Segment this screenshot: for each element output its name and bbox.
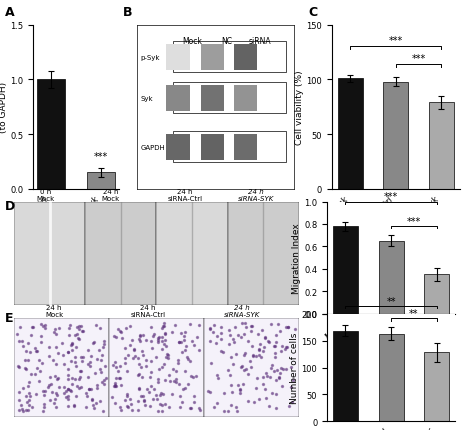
Point: [413, 310, 421, 317]
FancyBboxPatch shape: [234, 135, 257, 160]
Text: NC: NC: [221, 37, 232, 46]
Text: Mock: Mock: [182, 37, 202, 46]
Bar: [424, 275, 449, 314]
Point: [285, 46, 293, 52]
Point: [291, 212, 298, 219]
Text: E: E: [5, 312, 13, 325]
Bar: [156, 202, 228, 305]
Point: [194, 212, 201, 219]
Point: [380, 38, 388, 45]
Point: [222, 291, 230, 298]
FancyBboxPatch shape: [201, 45, 224, 71]
Point: [470, 71, 474, 78]
Point: [413, 132, 420, 138]
Text: 24 h
siRNA-SYK: 24 h siRNA-SYK: [238, 188, 274, 201]
Point: [419, 166, 427, 172]
FancyBboxPatch shape: [166, 86, 190, 111]
Y-axis label: Migration Index: Migration Index: [292, 223, 301, 293]
Text: **: **: [386, 296, 396, 306]
Point: [348, 151, 356, 158]
Point: [300, 173, 307, 180]
Text: 24 h
Mock: 24 h Mock: [102, 188, 120, 201]
Bar: [383, 83, 408, 189]
FancyBboxPatch shape: [166, 135, 190, 160]
Point: [261, 298, 269, 305]
Point: [423, 276, 430, 283]
Text: ***: ***: [389, 36, 403, 46]
FancyBboxPatch shape: [234, 45, 257, 71]
FancyBboxPatch shape: [201, 135, 224, 160]
Text: GAPDH: GAPDH: [141, 144, 165, 150]
Point: [195, 135, 202, 142]
Bar: [379, 241, 403, 314]
Text: ***: ***: [94, 152, 108, 162]
Bar: [87, 173, 115, 189]
Point: [194, 303, 201, 310]
Text: 0 h
Mock: 0 h Mock: [36, 188, 55, 201]
Point: [210, 252, 218, 258]
Text: 24 h
Mock: 24 h Mock: [45, 304, 63, 317]
Point: [436, 124, 444, 131]
Point: [288, 255, 296, 262]
Point: [230, 306, 238, 313]
Text: 24 h
siRNA-Ctrl: 24 h siRNA-Ctrl: [167, 188, 202, 201]
Point: [274, 83, 282, 90]
Text: D: D: [5, 200, 15, 213]
Point: [257, 171, 265, 178]
Bar: [337, 79, 363, 189]
Text: ***: ***: [411, 54, 426, 64]
FancyBboxPatch shape: [201, 86, 224, 111]
Bar: [37, 80, 64, 189]
Text: C: C: [308, 6, 317, 19]
Text: siRNA: siRNA: [248, 37, 271, 46]
Text: 24 h
siRNA-SYK: 24 h siRNA-SYK: [224, 304, 260, 317]
Text: p-Syk: p-Syk: [141, 55, 160, 61]
Point: [458, 95, 466, 101]
Text: Syk: Syk: [141, 95, 153, 101]
FancyBboxPatch shape: [166, 45, 190, 71]
Bar: [85, 202, 156, 305]
Point: [274, 299, 282, 306]
Point: [235, 98, 242, 105]
Point: [310, 273, 318, 280]
Bar: [14, 202, 85, 305]
Text: ***: ***: [407, 216, 421, 226]
Bar: [379, 334, 403, 421]
Text: A: A: [5, 6, 14, 19]
Bar: [429, 103, 454, 189]
FancyBboxPatch shape: [234, 86, 257, 111]
Y-axis label: Cell viability (%): Cell viability (%): [294, 70, 303, 145]
Point: [283, 145, 291, 152]
Text: ***: ***: [384, 191, 398, 202]
Point: [420, 247, 428, 254]
Bar: [424, 353, 449, 421]
Bar: [228, 202, 299, 305]
Point: [268, 224, 275, 231]
Text: B: B: [123, 6, 133, 19]
Y-axis label: Number of cells: Number of cells: [290, 332, 299, 403]
Bar: [333, 331, 358, 421]
Text: **: **: [409, 308, 419, 318]
Bar: [333, 227, 358, 314]
Text: 24 h
siRNA-Ctrl: 24 h siRNA-Ctrl: [130, 304, 165, 317]
Y-axis label: Relative Syk mRNA
(to GAPDH): Relative Syk mRNA (to GAPDH): [0, 64, 8, 151]
